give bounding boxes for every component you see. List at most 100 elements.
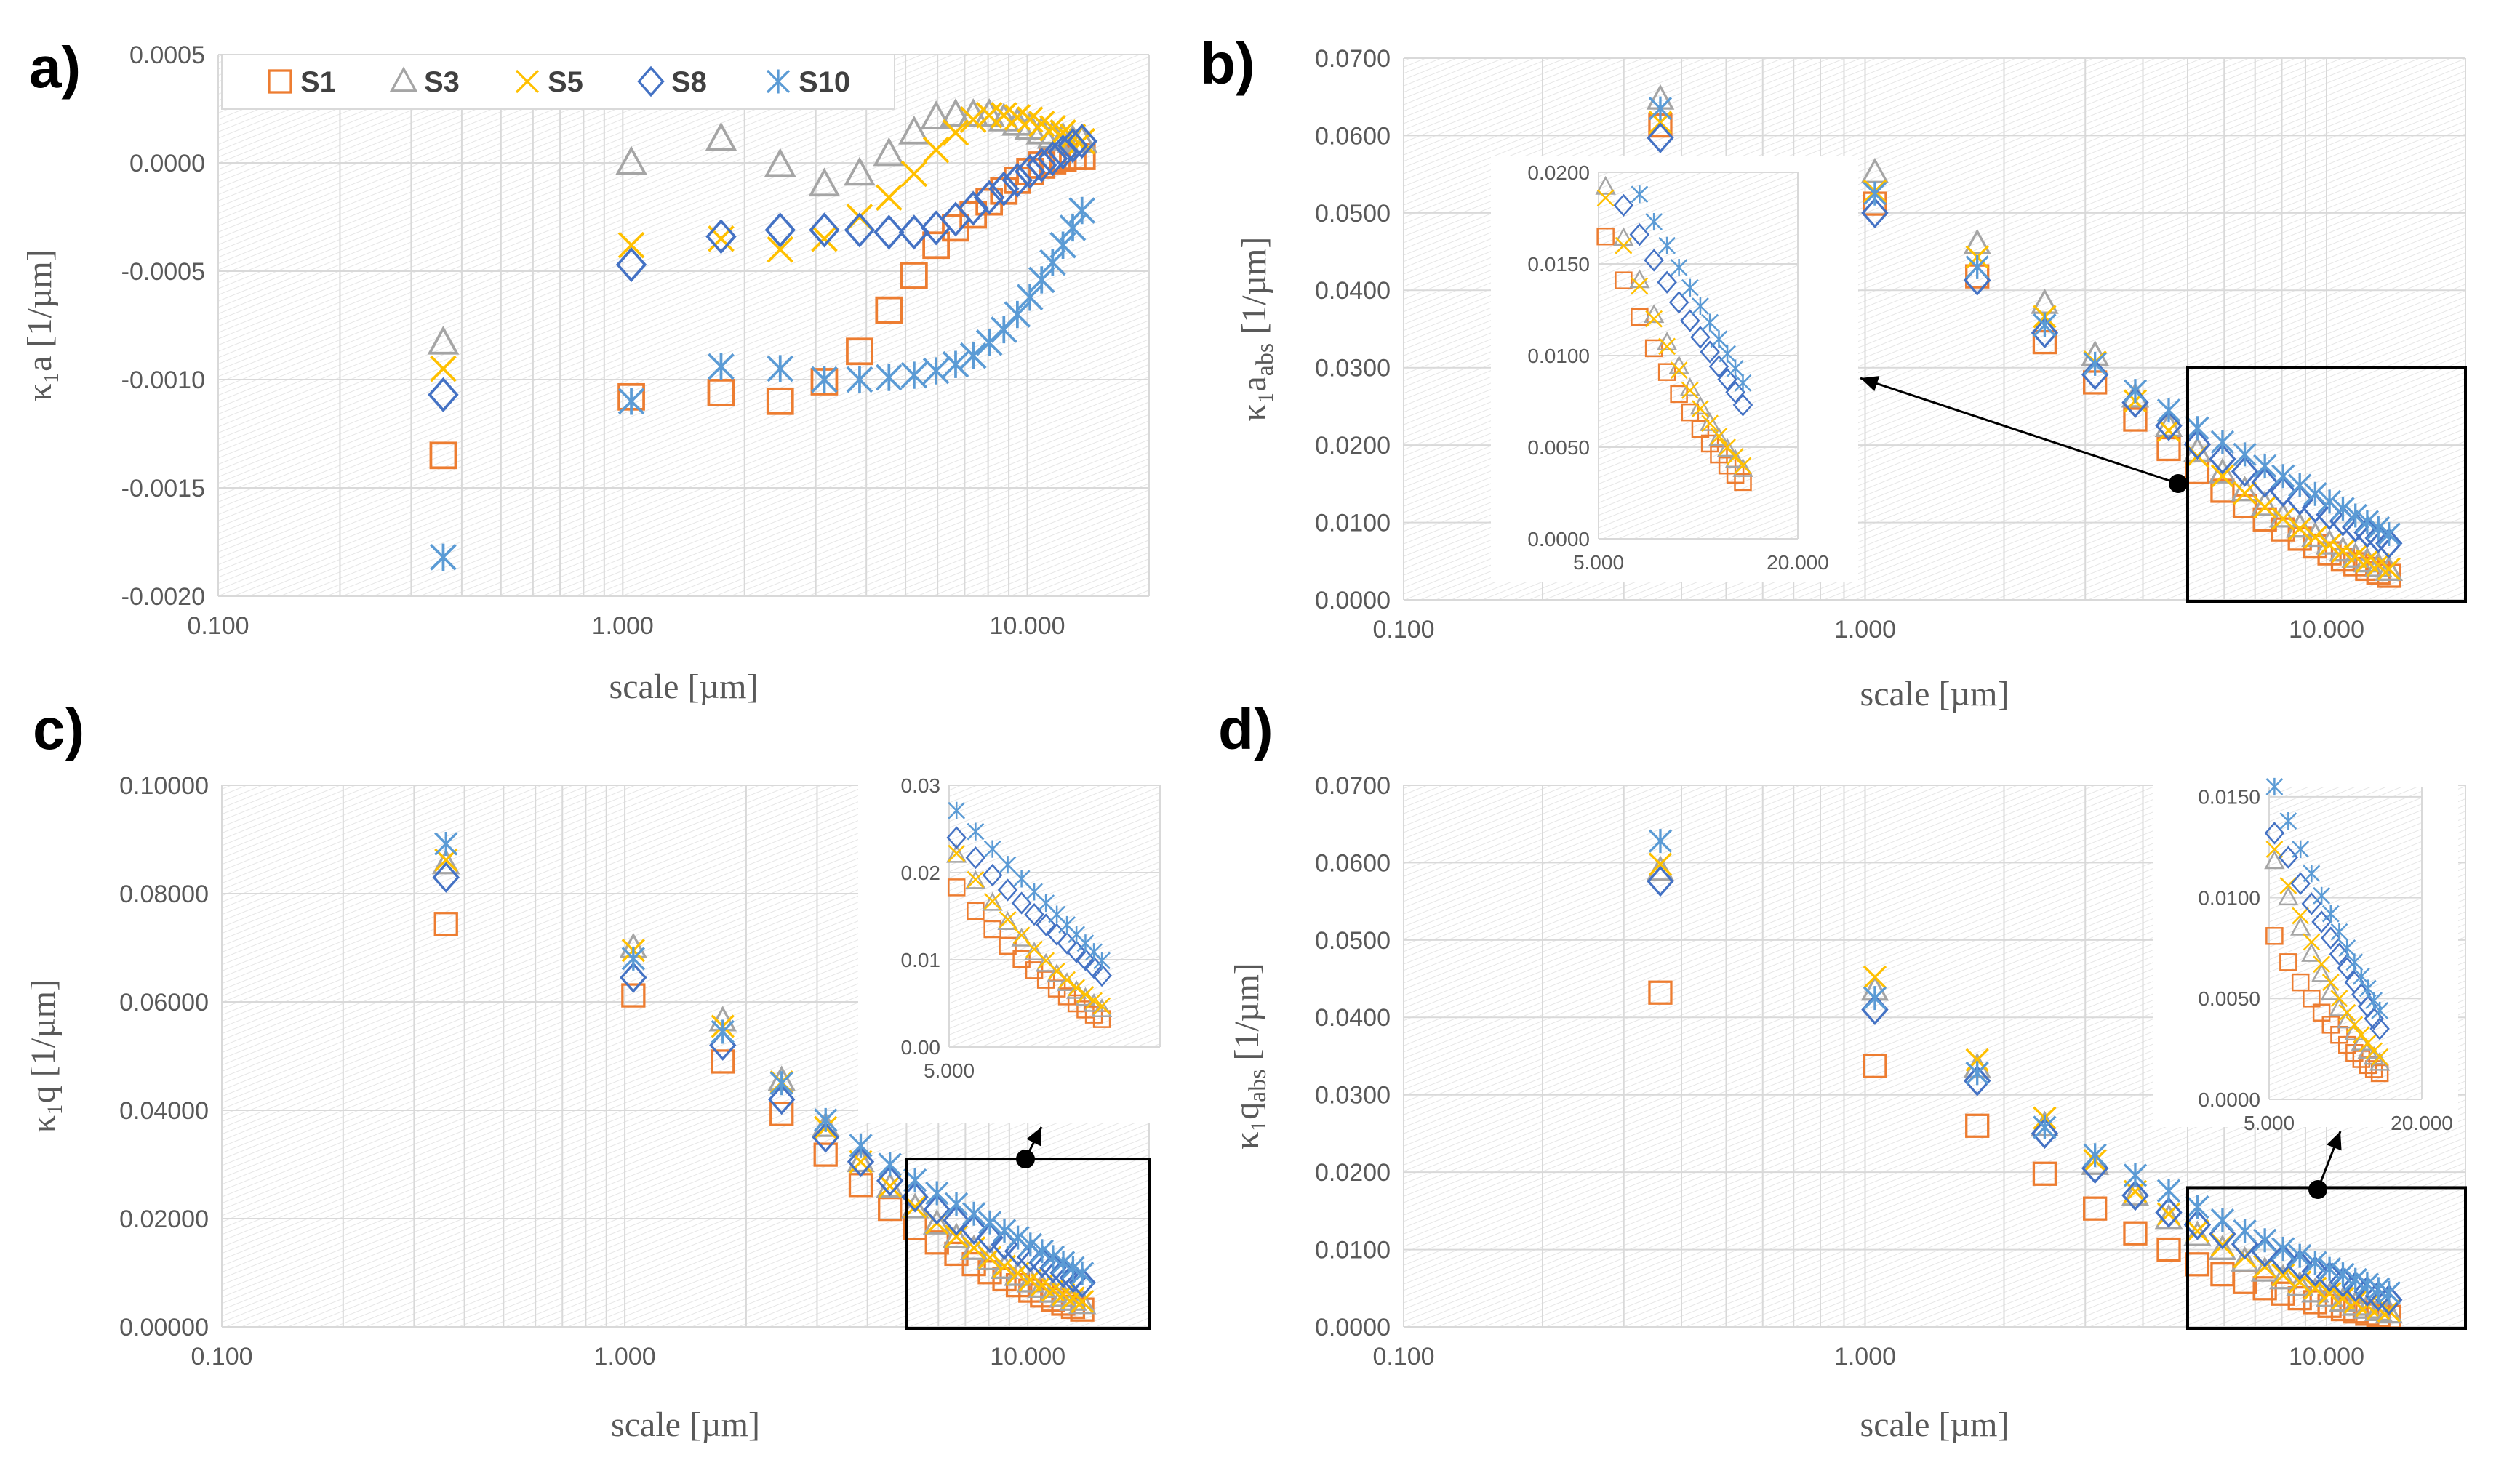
point-s3 <box>973 98 1006 127</box>
legend-label-s1: S1 <box>300 66 336 98</box>
point-s5 <box>2252 495 2277 519</box>
point-s10 <box>2292 840 2310 859</box>
point-s5 <box>983 892 1001 910</box>
point-s3 <box>2329 997 2350 1016</box>
point-s1 <box>2265 927 2284 945</box>
point-s3 <box>1699 412 1721 431</box>
point-s8 <box>946 826 967 849</box>
zoom-arrowhead <box>1026 1127 1041 1147</box>
point-s10 <box>900 361 928 389</box>
point-s10 <box>2123 379 2148 404</box>
point-s5 <box>1048 962 1065 980</box>
point-s10 <box>2355 510 2380 534</box>
x-tick-label: 10.000 <box>990 612 1065 640</box>
point-s8 <box>2269 1243 2297 1275</box>
point-s5 <box>999 910 1017 928</box>
point-s1 <box>2291 973 2310 992</box>
point-s3 <box>2337 1009 2358 1029</box>
point-s10 <box>2271 464 2295 489</box>
point-s5 <box>878 1174 902 1198</box>
point-s10 <box>708 353 735 380</box>
point-s1 <box>766 387 794 415</box>
point-s5 <box>2371 1048 2389 1066</box>
point-s8 <box>1066 124 1097 159</box>
point-s10 <box>1648 829 1673 854</box>
point-s10 <box>2288 473 2312 497</box>
point-s1 <box>875 296 903 324</box>
point-s1 <box>2210 478 2235 503</box>
point-s8 <box>988 171 1020 206</box>
y-tick-label: 0.0005 <box>129 41 205 69</box>
point-s10 <box>2123 1163 2148 1187</box>
point-s10 <box>2321 905 2340 923</box>
point-s8 <box>705 219 737 254</box>
point-s3 <box>615 145 647 175</box>
y-axis-title: κ₁q [1/µm] <box>24 979 63 1133</box>
point-s8 <box>2251 466 2279 498</box>
point-s8 <box>764 212 796 248</box>
plot-area <box>2269 787 2422 1099</box>
point-s3 <box>988 102 1020 132</box>
point-s5 <box>900 160 928 188</box>
point-s8 <box>1700 340 1720 364</box>
point-s8 <box>2264 822 2285 845</box>
point-s5 <box>1658 337 1676 356</box>
point-s10 <box>2331 1262 2355 1287</box>
point-s8 <box>876 1165 904 1197</box>
point-s1 <box>947 878 966 897</box>
point-s3 <box>2301 521 2329 548</box>
x-tick-label: 1.000 <box>592 612 654 640</box>
point-s8 <box>428 377 459 412</box>
point-s8 <box>973 180 1005 215</box>
point-s8 <box>1629 223 1650 246</box>
point-s10 <box>1030 1239 1054 1264</box>
y-tick-label: 0.0000 <box>1315 1314 1391 1341</box>
point-s8 <box>1647 122 1674 153</box>
chart-c-inset: 0.00 0.01 0.02 0.03 5.000 <box>858 753 1167 1123</box>
point-s5 <box>434 848 458 872</box>
point-s1 <box>1596 227 1615 246</box>
point-s5 <box>948 844 966 862</box>
point-s8 <box>2375 528 2403 559</box>
point-s5 <box>1631 277 1649 295</box>
chart-d-inset: 0.0000 0.0050 0.0100 0.0150 5.000 20.000 <box>2153 760 2458 1134</box>
point-s5 <box>2330 990 2348 1008</box>
point-s8 <box>2183 428 2212 460</box>
y-tick-label: 0.0100 <box>1315 509 1391 537</box>
point-s3 <box>876 1172 904 1198</box>
x-tick-label: 20.000 <box>1767 551 1829 574</box>
point-s3 <box>2231 476 2259 502</box>
point-s1 <box>813 1142 838 1167</box>
point-s8 <box>1680 309 1700 332</box>
point-s10 <box>2317 489 2342 514</box>
point-s3 <box>1716 438 1738 457</box>
point-s10 <box>2313 886 2331 905</box>
point-s3 <box>2031 288 2059 314</box>
point-s3 <box>922 1208 951 1235</box>
point-s1 <box>1681 403 1700 422</box>
point-s8 <box>2231 456 2259 487</box>
zoom-box <box>2185 366 2468 603</box>
point-s8 <box>943 1204 970 1236</box>
point-s10 <box>2233 442 2257 467</box>
point-s1 <box>2279 953 2297 971</box>
point-s5 <box>1070 1289 1095 1314</box>
y-axis-title: κ₁aabs [1/µm] <box>1235 237 1279 422</box>
point-s10 <box>849 1133 873 1158</box>
x-axis-title: scale [µm] <box>609 667 759 706</box>
legend-label-s10: S10 <box>799 66 850 98</box>
point-s10 <box>1068 196 1096 225</box>
point-s10 <box>959 342 987 369</box>
point-s1 <box>2287 1285 2312 1311</box>
point-s10 <box>1863 181 1887 206</box>
point-s8 <box>960 1214 988 1246</box>
chart-b-inset: 0.0000 0.0050 0.0100 0.0150 0.0200 5.000 20.00… <box>1491 156 1858 582</box>
point-s10 <box>2367 516 2391 540</box>
y-tick-label: 0.0400 <box>1315 1004 1391 1032</box>
point-s8 <box>1047 923 1067 946</box>
point-s1 <box>846 337 873 366</box>
point-s10 <box>2303 1251 2327 1275</box>
point-s5 <box>2156 418 2181 443</box>
y-tick-label: 0.0000 <box>129 150 205 177</box>
point-s8 <box>1708 355 1729 378</box>
